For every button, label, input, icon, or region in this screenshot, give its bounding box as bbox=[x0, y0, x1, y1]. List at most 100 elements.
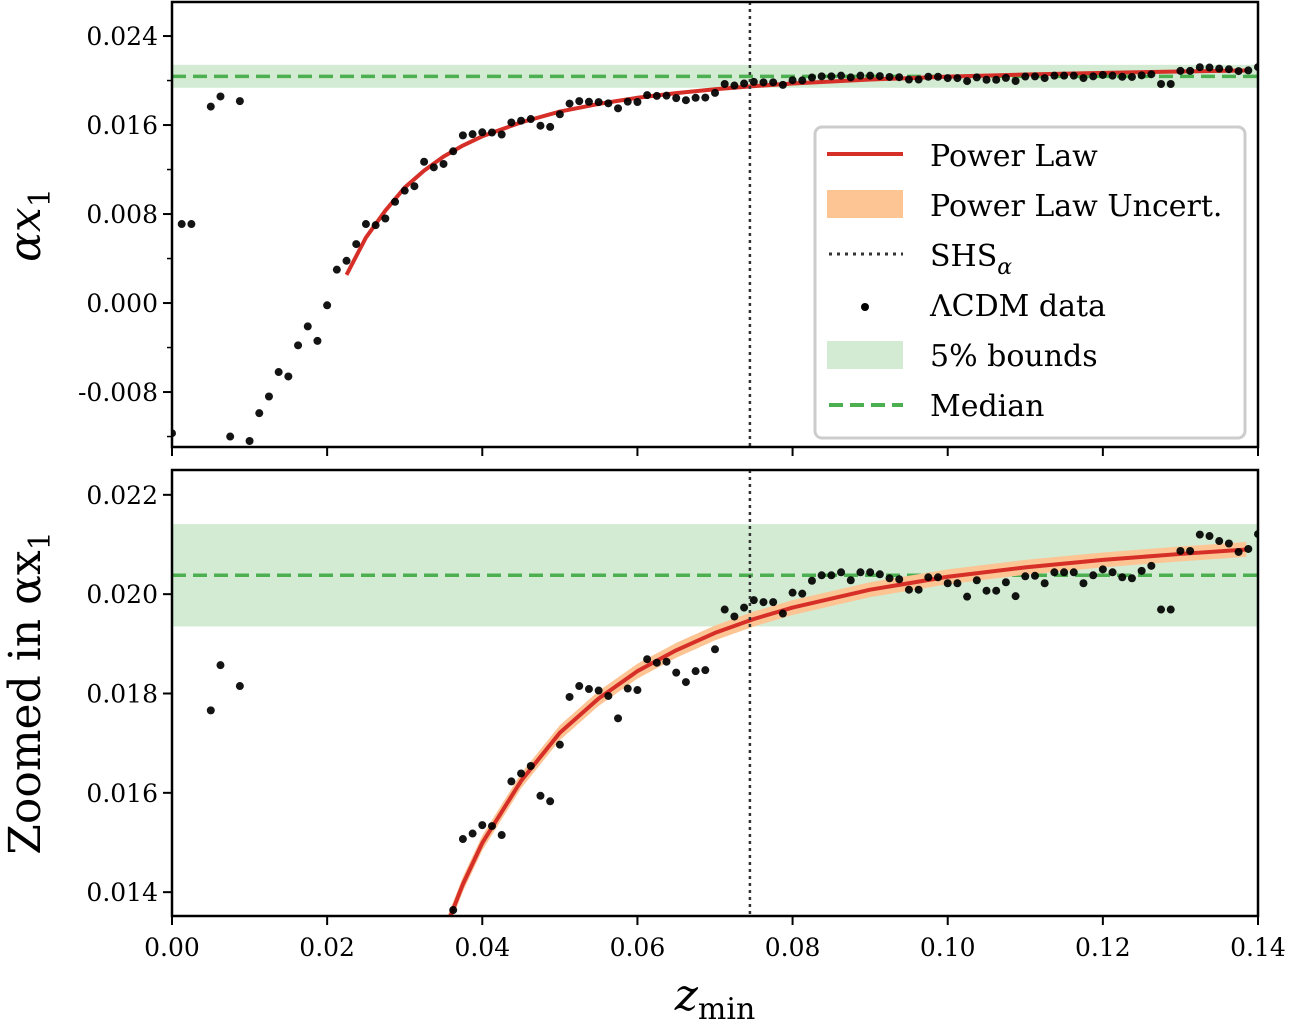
top-lcdm-data-point bbox=[807, 73, 816, 82]
bottom-y-tick-label: 0.020 bbox=[86, 580, 158, 609]
top-panel: -0.008 0.000 0.008 0.016 0.024 bbox=[78, 0, 1260, 456]
top-lcdm-data-point bbox=[759, 78, 768, 87]
top-lcdm-data-point bbox=[468, 130, 477, 139]
top-lcdm-data-point bbox=[187, 220, 196, 229]
bottom-lcdm-data-point bbox=[846, 576, 855, 585]
top-lcdm-data-point bbox=[1050, 71, 1059, 80]
top-lcdm-data-point bbox=[410, 182, 419, 191]
top-lcdm-data-point bbox=[730, 81, 739, 90]
top-lcdm-data-point bbox=[769, 78, 778, 87]
bottom-lcdm-data-point bbox=[730, 612, 739, 621]
x-tick-label: 0.04 bbox=[454, 933, 510, 962]
bottom-lcdm-data-point bbox=[662, 657, 671, 666]
top-lcdm-data-point bbox=[817, 72, 826, 81]
x-tick-label: 0.02 bbox=[299, 933, 355, 962]
bottom-lcdm-data-point bbox=[1205, 532, 1214, 541]
bottom-lcdm-data-point bbox=[963, 592, 972, 601]
bottom-lcdm-data-point bbox=[1137, 566, 1146, 575]
top-lcdm-data-point bbox=[691, 93, 700, 102]
bottom-lcdm-data-point bbox=[526, 762, 535, 771]
bottom-lcdm-data-point bbox=[1244, 544, 1253, 553]
bottom-lcdm-data-point bbox=[478, 821, 487, 830]
top-lcdm-data-point bbox=[303, 322, 312, 331]
top-lcdm-data-point bbox=[294, 341, 303, 350]
top-lcdm-data-point bbox=[614, 104, 623, 113]
top-lcdm-data-point bbox=[177, 220, 186, 229]
bottom-lcdm-data-point bbox=[982, 586, 991, 595]
bottom-lcdm-data-point bbox=[972, 576, 981, 585]
bottom-y-tick-label: 0.018 bbox=[86, 679, 158, 708]
bottom-lcdm-data-point bbox=[885, 574, 894, 583]
bottom-lcdm-data-point bbox=[517, 769, 526, 778]
top-lcdm-data-point bbox=[963, 77, 972, 86]
top-lcdm-data-point bbox=[720, 79, 729, 88]
bottom-lcdm-data-point bbox=[575, 682, 584, 691]
top-lcdm-data-point bbox=[1137, 71, 1146, 80]
bottom-lcdm-data-point bbox=[604, 691, 613, 700]
top-lcdm-data-point bbox=[1215, 64, 1224, 73]
legend-uncert-swatch bbox=[827, 190, 903, 218]
bottom-lcdm-data-point bbox=[1224, 539, 1233, 548]
bottom-lcdm-data-point bbox=[837, 568, 846, 577]
bottom-lcdm-data-point bbox=[1186, 546, 1195, 555]
top-y-tick-label: 0.016 bbox=[86, 111, 158, 140]
top-y-tick-label: 0.024 bbox=[86, 22, 158, 51]
top-lcdm-data-point bbox=[517, 116, 526, 125]
x-tick-label: 0.08 bbox=[765, 933, 821, 962]
x-tick-label: 0.06 bbox=[610, 933, 666, 962]
top-lcdm-data-point bbox=[1127, 72, 1136, 81]
bottom-lcdm-data-point bbox=[546, 797, 555, 806]
bottom-lcdm-data-point bbox=[1098, 565, 1107, 574]
top-lcdm-data-point bbox=[846, 73, 855, 82]
top-axes-frame bbox=[170, 0, 1260, 449]
bottom-lcdm-data-point bbox=[555, 740, 564, 749]
top-lcdm-data-point bbox=[982, 75, 991, 84]
top-lcdm-data-point bbox=[943, 74, 952, 83]
top-lcdm-data-point bbox=[875, 72, 884, 81]
top-lcdm-data-point bbox=[740, 79, 749, 88]
bottom-lcdm-data-point bbox=[623, 684, 632, 693]
bottom-lcdm-data-point bbox=[652, 658, 661, 667]
top-lcdm-data-point bbox=[371, 221, 380, 230]
top-lcdm-data-point bbox=[749, 77, 758, 86]
top-lcdm-data-point bbox=[216, 92, 225, 101]
top-lcdm-data-point bbox=[1011, 76, 1020, 85]
top-lcdm-data-point bbox=[594, 98, 603, 107]
top-lcdm-data-point bbox=[895, 73, 904, 82]
top-lcdm-data-point bbox=[633, 98, 642, 107]
bottom-lcdm-data-point bbox=[914, 585, 923, 594]
top-lcdm-data-point bbox=[1098, 70, 1107, 79]
top-lcdm-data-point bbox=[332, 265, 341, 274]
x-axis-title: zmin bbox=[674, 970, 756, 1027]
top-lcdm-data-point bbox=[536, 121, 545, 130]
top-lcdm-data-point bbox=[400, 186, 409, 195]
bottom-lcdm-data-point bbox=[740, 603, 749, 612]
top-lcdm-data-point bbox=[245, 436, 254, 445]
top-lcdm-data-point bbox=[1021, 72, 1030, 81]
top-lcdm-data-point bbox=[546, 122, 555, 131]
x-tick-label: 0.00 bbox=[144, 933, 200, 962]
x-tick-label: 0.12 bbox=[1075, 933, 1131, 962]
top-lcdm-data-point bbox=[672, 94, 681, 103]
top-lcdm-data-point bbox=[866, 71, 875, 80]
top-lcdm-data-point bbox=[1244, 66, 1253, 75]
bottom-lcdm-data-point bbox=[1089, 571, 1098, 580]
bottom-y-tick-label: 0.016 bbox=[86, 779, 158, 808]
bottom-power-law-curve bbox=[448, 547, 1247, 916]
bottom-lcdm-data-point bbox=[487, 822, 496, 831]
top-lcdm-data-point bbox=[255, 409, 264, 418]
bottom-lcdm-data-point bbox=[1118, 573, 1127, 582]
top-lcdm-data-point bbox=[885, 72, 894, 81]
bottom-lcdm-data-point bbox=[711, 645, 719, 654]
bottom-lcdm-data-point bbox=[788, 588, 797, 597]
bottom-lcdm-data-point bbox=[216, 661, 225, 670]
top-lcdm-data-point bbox=[662, 91, 671, 100]
bottom-lcdm-data-point bbox=[817, 571, 826, 580]
bottom-lcdm-data-point bbox=[827, 571, 836, 580]
top-lcdm-data-point bbox=[934, 72, 943, 81]
bottom-lcdm-data-point bbox=[904, 585, 913, 594]
top-lcdm-data-point bbox=[924, 72, 933, 81]
top-lcdm-data-point bbox=[837, 71, 846, 80]
legend-bounds-label: 5% bounds bbox=[930, 339, 1098, 374]
bottom-lcdm-data-point bbox=[1157, 605, 1166, 614]
